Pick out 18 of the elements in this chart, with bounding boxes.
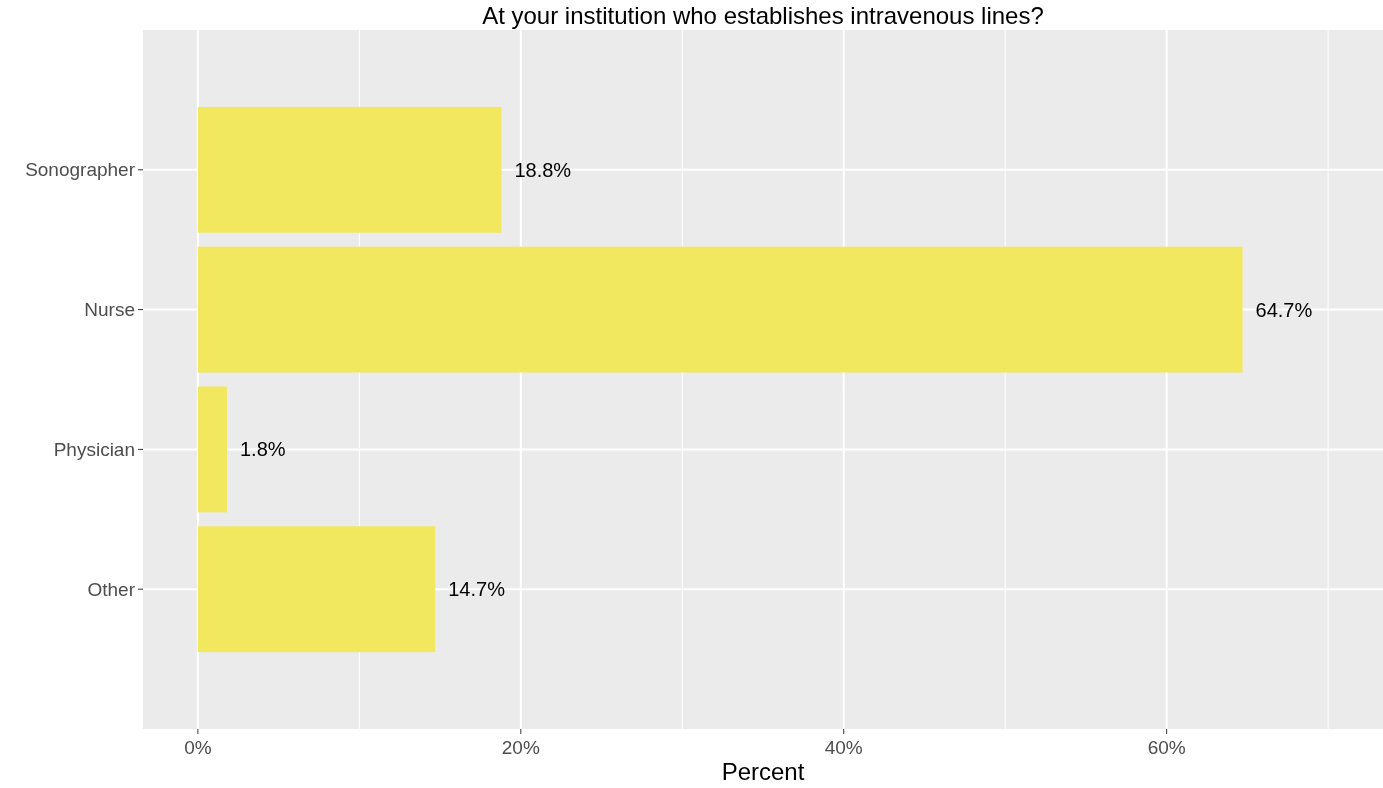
x-tick-label: 0% (184, 737, 212, 758)
bar (197, 386, 227, 513)
bar (197, 106, 502, 233)
y-tick-label: Physician (53, 439, 135, 461)
bar (197, 246, 1243, 373)
y-tick-label: Nurse (84, 299, 135, 321)
x-tick-label: 40% (824, 737, 863, 758)
data-label: 14.7% (448, 578, 506, 601)
bar (197, 526, 436, 653)
data-label: 18.8% (514, 158, 572, 181)
y-tick-label: Other (87, 578, 136, 600)
x-tick-label: 20% (501, 737, 540, 758)
y-tick-label: Sonographer (25, 159, 136, 181)
data-label: 1.8% (239, 438, 286, 461)
data-label: 64.7% (1255, 298, 1313, 321)
x-tick-label: 60% (1147, 737, 1186, 758)
chart-title: At your institution who establishes intravenous lines? (482, 2, 1044, 29)
x-axis-title: Percent (721, 758, 805, 785)
